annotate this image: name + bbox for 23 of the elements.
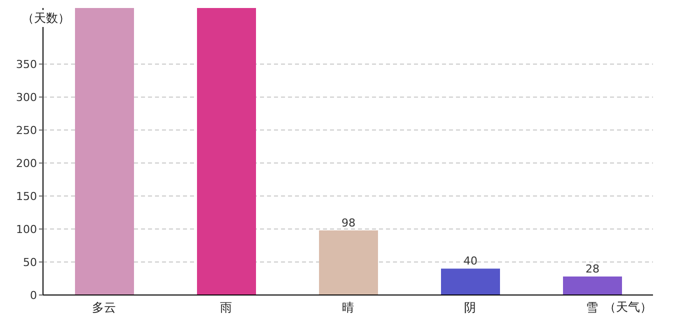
y-tick-label: 350 [16,58,37,71]
data-label: 98 [342,216,356,230]
x-tick-label: 晴 [342,300,354,315]
y-axis-title: （天数） [22,10,70,27]
y-tick-label: 300 [16,90,37,104]
data-label: 28 [586,262,600,276]
y-tick-label: 50 [23,256,37,269]
x-tick-label: 雪 [586,300,598,315]
x-tick-label: 多云 [92,300,116,315]
bar [75,8,134,295]
bar [197,8,256,295]
y-tick-label: 200 [16,156,37,170]
bar [563,276,622,295]
data-label: 40 [464,254,478,268]
x-tick-label: 雨 [220,300,232,315]
x-axis-title: （天气） [604,299,652,316]
bar [319,230,378,295]
bar [441,268,500,295]
y-tick-label: 150 [16,190,37,203]
y-tick-label: 0 [30,288,37,302]
x-tick-label: 阴 [464,300,476,315]
y-tick-label: 250 [16,124,37,137]
y-tick-label: 100 [16,222,37,236]
